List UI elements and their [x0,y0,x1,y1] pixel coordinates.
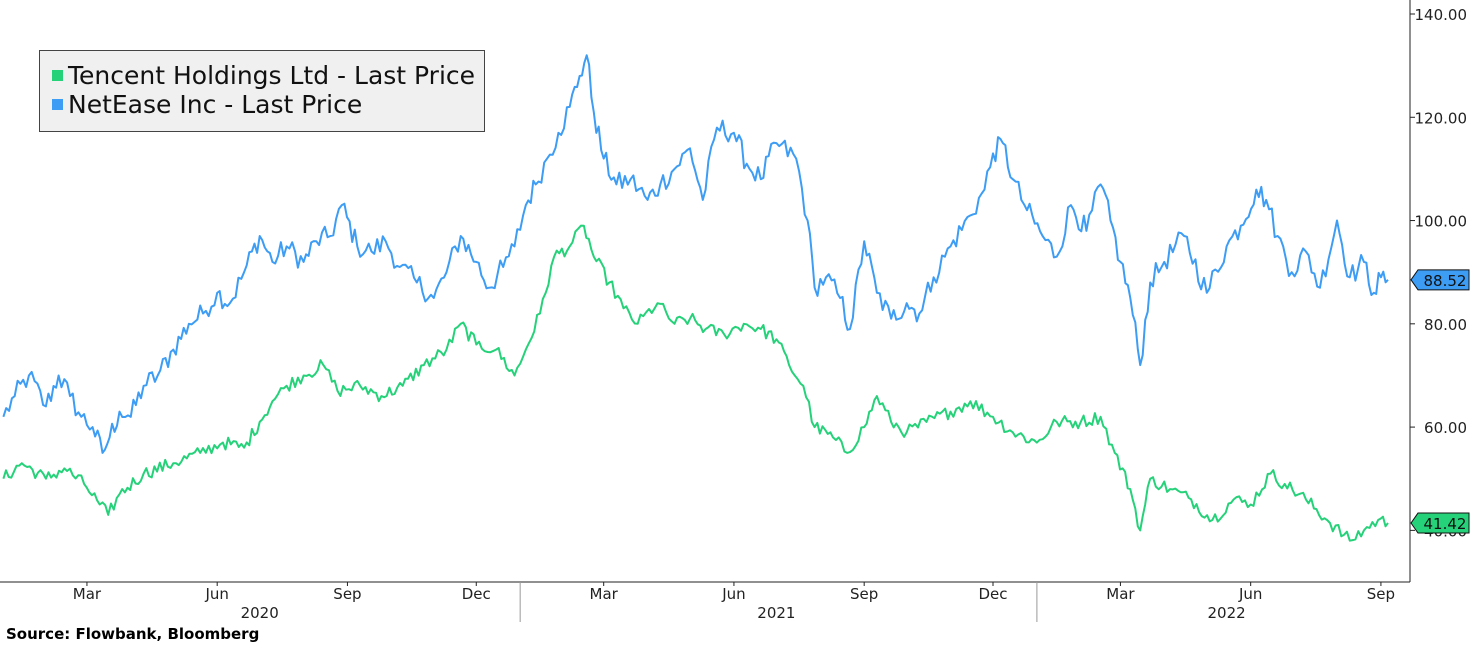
x-tick-label: Mar [1106,585,1135,603]
x-tick-label: Sep [1367,585,1395,603]
netease-price-line [2,54,1389,454]
x-tick-label: Sep [333,585,361,603]
x-tick-labels: Mar Jun Sep Dec Mar Jun Sep Dec Mar Jun Sep 2020 202… [73,582,1395,622]
tencent-swatch-icon [52,70,63,81]
y-tick-label: 80.00 [1424,316,1467,334]
netease-swatch-icon [52,99,63,110]
x-tick-label: Mar [590,585,619,603]
legend: Tencent Holdings Ltd - Last Price NetEas… [39,50,485,132]
x-year-label: 2022 [1208,604,1246,622]
legend-item-netease: NetEase Inc - Last Price [52,90,484,119]
legend-label-netease: NetEase Inc - Last Price [68,90,363,119]
legend-item-tencent: Tencent Holdings Ltd - Last Price [52,61,484,90]
tencent-last-price-badge [1410,512,1470,534]
y-tick-label: 60.00 [1424,419,1467,437]
tencent-price-line [2,224,1389,542]
y-tick-label: 100.00 [1415,213,1468,231]
netease-last-price-label: 88.52 [1424,272,1467,290]
y-tick-label: 120.00 [1415,109,1468,127]
x-tick-label: Jun [204,585,228,603]
tencent-last-price-label: 41.42 [1424,515,1467,533]
x-tick-label: Dec [462,585,491,603]
x-year-label: 2020 [241,604,279,622]
x-tick-label: Sep [850,585,878,603]
axis-layer [0,0,1411,622]
x-tick-label: Jun [1238,585,1262,603]
x-tick-label: Jun [721,585,745,603]
series-layer [2,54,1389,542]
source-note: Source: Flowbank, Bloomberg [6,625,260,643]
x-year-label: 2021 [757,604,795,622]
netease-last-price-badge [1410,269,1470,291]
x-tick-label: Dec [978,585,1007,603]
y-tick-label: 140.00 [1415,6,1468,24]
last-price-badges: 88.52 41.42 [1410,269,1470,534]
legend-label-tencent: Tencent Holdings Ltd - Last Price [68,61,476,90]
x-tick-label: Mar [73,585,102,603]
